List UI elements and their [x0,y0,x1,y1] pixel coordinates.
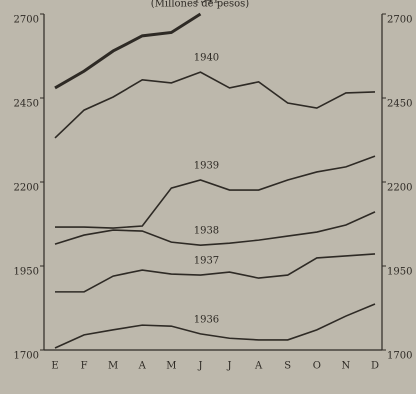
series-label: 1939 [194,160,219,171]
y-tick-label-right: 2700 [387,15,412,26]
x-tick-label: O [313,361,321,372]
x-tick-label: A [138,361,147,372]
series-label: 1941 [194,0,219,6]
series-line [54,303,376,349]
y-tick-label-right: 1950 [387,267,412,278]
x-tick-label: J [197,361,202,372]
x-tick-label: J [227,361,232,372]
x-tick-label: E [51,361,58,372]
y-tick-label: 1700 [14,351,39,362]
series-line [54,211,376,246]
y-tick-label: 1950 [14,267,39,278]
y-tick-label: 2200 [14,183,39,194]
x-tick-label: D [371,361,379,372]
series-label: 1937 [194,256,219,267]
x-tick-label: F [81,361,88,372]
series-label: 1936 [194,314,219,325]
y-tick-label-right: 2200 [387,183,412,194]
y-tick-label-right: 2450 [387,99,412,110]
series-line [55,155,376,229]
x-tick-label: A [254,361,263,372]
series-label: 1938 [194,226,219,237]
series-line [54,71,376,139]
y-tick-label-right: 1700 [387,351,412,362]
series-line [55,253,376,293]
x-tick-label: M [108,361,118,372]
x-tick-label: S [284,361,291,372]
series-line [54,12,202,90]
x-tick-label: M [166,361,176,372]
series-label: 1940 [194,53,219,64]
y-tick-label: 2450 [14,99,39,110]
y-tick-label: 2700 [14,15,39,26]
x-tick-label: N [342,361,351,372]
chart-title: (Millones de pesos) [151,0,250,10]
